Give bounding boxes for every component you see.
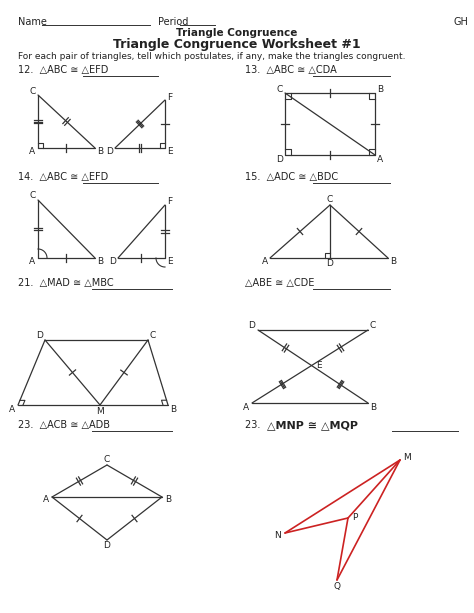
- Text: N: N: [274, 530, 282, 539]
- Text: C: C: [104, 455, 110, 465]
- Text: △ABE ≅ △CDE: △ABE ≅ △CDE: [245, 278, 314, 288]
- Text: B: B: [370, 403, 376, 411]
- Text: E: E: [167, 257, 173, 267]
- Text: 15.  △ADC ≅ △BDC: 15. △ADC ≅ △BDC: [245, 172, 338, 182]
- Text: GH: GH: [454, 17, 469, 27]
- Text: C: C: [277, 85, 283, 94]
- Text: A: A: [243, 403, 249, 411]
- Text: Triangle Congruence Worksheet #1: Triangle Congruence Worksheet #1: [113, 38, 361, 51]
- Text: B: B: [377, 85, 383, 94]
- Text: B: B: [165, 495, 171, 503]
- Text: E: E: [316, 362, 322, 370]
- Text: 23.  △ACB ≅ △ADB: 23. △ACB ≅ △ADB: [18, 420, 110, 430]
- Text: Name: Name: [18, 17, 47, 27]
- Text: D: D: [36, 332, 44, 340]
- Text: B: B: [390, 257, 396, 267]
- Text: F: F: [167, 197, 173, 207]
- Text: 21.  △MAD ≅ △MBC: 21. △MAD ≅ △MBC: [18, 278, 114, 288]
- Text: 23.: 23.: [245, 420, 266, 430]
- Text: Triangle Congruence: Triangle Congruence: [176, 28, 298, 38]
- Text: P: P: [352, 514, 358, 522]
- Text: D: D: [276, 156, 283, 164]
- Text: D: D: [107, 148, 113, 156]
- Text: C: C: [370, 321, 376, 330]
- Text: D: D: [103, 541, 110, 550]
- Text: A: A: [43, 495, 49, 503]
- Text: 14.  △ABC ≅ △EFD: 14. △ABC ≅ △EFD: [18, 172, 108, 182]
- Text: C: C: [327, 196, 333, 205]
- Text: 12.  △ABC ≅ △EFD: 12. △ABC ≅ △EFD: [18, 65, 109, 75]
- Text: For each pair of triangles, tell which postulates, if any, make the triangles co: For each pair of triangles, tell which p…: [18, 52, 405, 61]
- Text: D: D: [327, 259, 333, 268]
- Text: A: A: [29, 148, 35, 156]
- Text: F: F: [167, 93, 173, 102]
- Text: Period: Period: [158, 17, 188, 27]
- Text: C: C: [150, 332, 156, 340]
- Text: B: B: [170, 405, 176, 414]
- Text: C: C: [30, 86, 36, 96]
- Text: E: E: [167, 148, 173, 156]
- Text: B: B: [97, 148, 103, 156]
- Text: A: A: [262, 257, 268, 267]
- Text: D: D: [248, 321, 255, 330]
- Text: D: D: [109, 257, 117, 267]
- Text: A: A: [9, 405, 15, 414]
- Text: Q: Q: [334, 582, 340, 592]
- Text: C: C: [30, 191, 36, 200]
- Text: M: M: [403, 452, 411, 462]
- Text: 13.  △ABC ≅ △CDA: 13. △ABC ≅ △CDA: [245, 65, 337, 75]
- Text: M: M: [96, 406, 104, 416]
- Text: A: A: [29, 257, 35, 267]
- Text: B: B: [97, 257, 103, 267]
- Text: △MNP ≅ △MQP: △MNP ≅ △MQP: [267, 420, 358, 430]
- Text: A: A: [377, 156, 383, 164]
